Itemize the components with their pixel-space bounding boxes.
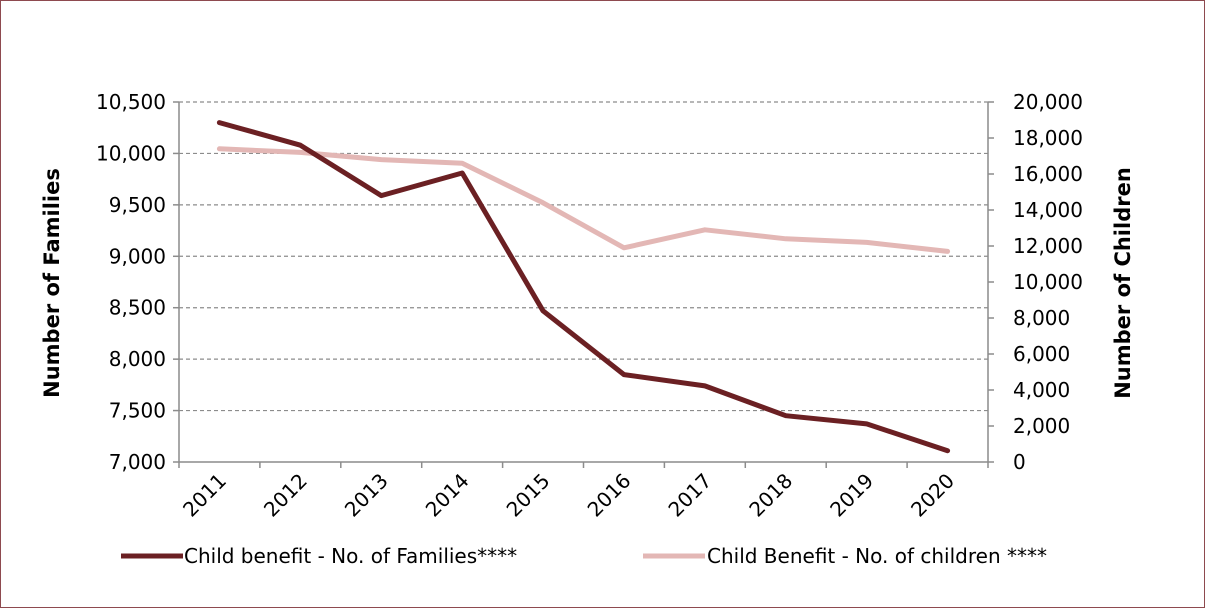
x-axis-tick-label: 2016: [583, 469, 636, 522]
left-axis-tick-labels: 7,000 7,500 8,000 8,500 9,000 9,500 10,000 10,5…: [96, 90, 166, 474]
left-axis-tick-label: 10,500: [96, 90, 166, 114]
legend: Child benefit - No. of Families**** Chil…: [121, 544, 1047, 568]
x-axis-tick-label: 2015: [502, 469, 555, 522]
right-axis-tick-label: 20,000: [1013, 90, 1083, 114]
x-axis-tick-label: 2019: [825, 469, 878, 522]
right-axis-tick-label: 2,000: [1013, 414, 1070, 438]
legend-label-families: Child benefit - No. of Families****: [184, 544, 517, 568]
right-axis-tick-label: 12,000: [1013, 234, 1083, 258]
right-axis-tick-labels: 0 2,000 4,000 6,000 8,000 10,000 12,000 14,000 1…: [1013, 90, 1083, 474]
right-axis-tick-label: 6,000: [1013, 342, 1070, 366]
right-axis-title: Number of Children: [1111, 167, 1135, 399]
left-axis-tick-label: 7,000: [109, 450, 166, 474]
right-axis-tick-label: 10,000: [1013, 270, 1083, 294]
legend-label-children: Child Benefit - No. of children ****: [707, 544, 1047, 568]
left-axis-tick-label: 8,500: [109, 296, 166, 320]
left-axis-tick-label: 7,500: [109, 399, 166, 423]
left-axis-tick-label: 9,000: [109, 244, 166, 268]
x-axis-tick-label: 2018: [744, 469, 797, 522]
x-axis-tick-label: 2014: [421, 469, 474, 522]
series-line-children: [216, 146, 951, 254]
x-axis-tick-label: 2013: [340, 469, 393, 522]
x-axis-tick-labels: 2011 2012 2013 2014 2015 2016 2017 2018 2019 2020: [178, 469, 959, 522]
series-lines: [216, 120, 951, 454]
right-axis-tick-label: 16,000: [1013, 162, 1083, 186]
x-axis-tick-label: 2012: [259, 469, 312, 522]
right-axis-tick-label: 14,000: [1013, 198, 1083, 222]
right-axis-tick-label: 18,000: [1013, 126, 1083, 150]
axes: [173, 101, 994, 468]
series-line-families: [216, 120, 951, 454]
left-axis-title: Number of Families: [40, 168, 64, 398]
left-axis-tick-label: 9,500: [109, 193, 166, 217]
x-axis-tick-label: 2020: [906, 469, 959, 522]
right-axis-tick-label: 8,000: [1013, 306, 1070, 330]
gridlines: [179, 101, 988, 412]
x-axis-tick-label: 2011: [178, 469, 231, 522]
x-axis-tick-label: 2017: [663, 469, 716, 522]
right-axis-tick-label: 0: [1013, 450, 1026, 474]
left-axis-tick-label: 8,000: [109, 347, 166, 371]
left-axis-tick-label: 10,000: [96, 141, 166, 165]
right-axis-tick-label: 4,000: [1013, 378, 1070, 402]
